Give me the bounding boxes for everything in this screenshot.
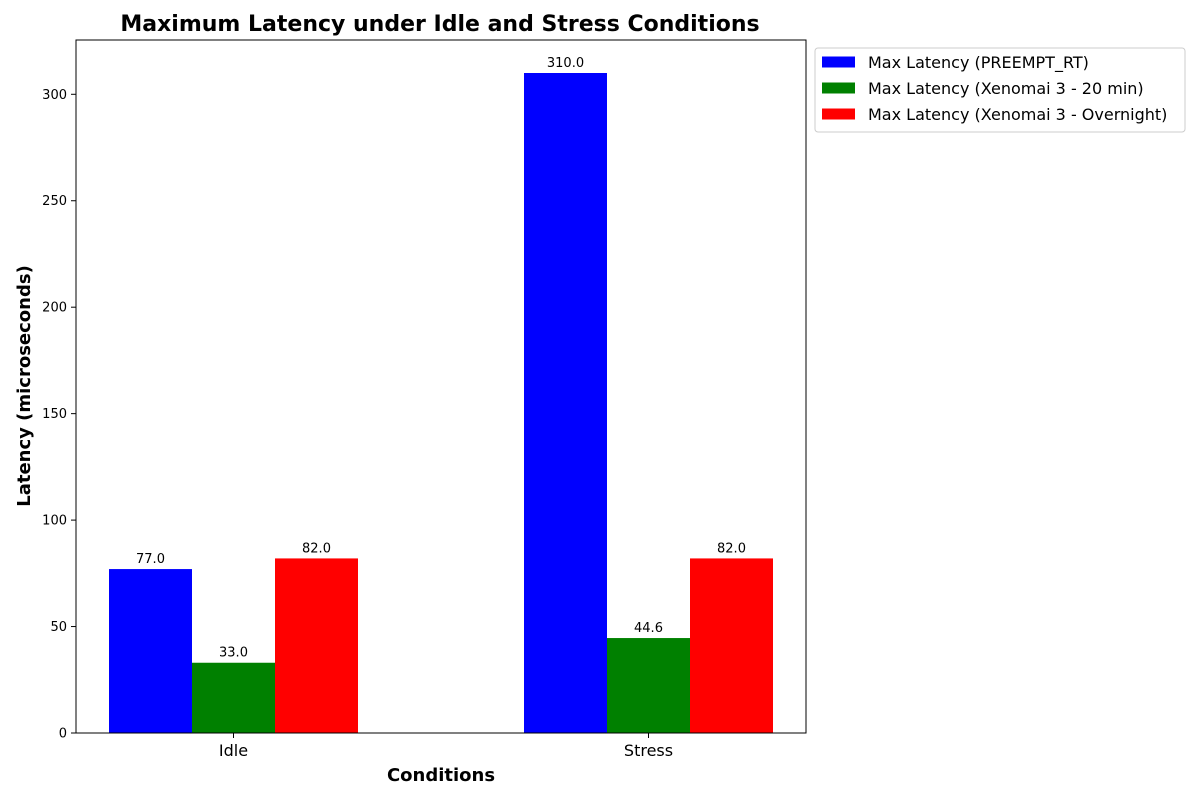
plot-area-frame bbox=[75, 39, 807, 734]
y-axis-ticks: 0 50 100 150 200 250 300 bbox=[42, 88, 76, 742]
y-axis-label: Latency (microseconds) bbox=[14, 265, 35, 507]
legend-frame bbox=[814, 47, 1186, 133]
bar-stress-series-3 bbox=[690, 558, 773, 733]
data-label-idle-series-2: 33.0 bbox=[219, 646, 248, 661]
bar-idle-series-2 bbox=[192, 662, 275, 733]
chart-title: Maximum Latency under Idle and Stress Co… bbox=[120, 12, 759, 37]
data-label-stress-series-2: 44.6 bbox=[634, 621, 663, 636]
y-tick-label: 250 bbox=[42, 194, 67, 209]
legend-swatch-series-2 bbox=[822, 82, 855, 94]
y-tick-label: 200 bbox=[42, 301, 67, 316]
y-tick-label: 150 bbox=[42, 407, 67, 422]
legend-label-series-3: Max Latency (Xenomai 3 - Overnight) bbox=[868, 105, 1167, 124]
bars-group bbox=[109, 73, 773, 733]
bar-idle-series-1 bbox=[109, 569, 192, 733]
y-tick-label: 100 bbox=[42, 514, 67, 529]
bar-stress-series-2 bbox=[607, 638, 690, 733]
legend-swatch-series-3 bbox=[822, 108, 855, 120]
legend-swatch-series-1 bbox=[822, 56, 855, 68]
x-tick-label-stress: Stress bbox=[624, 741, 673, 760]
x-axis-label: Conditions bbox=[387, 765, 495, 786]
legend-label-series-1: Max Latency (PREEMPT_RT) bbox=[868, 53, 1089, 73]
y-tick-label: 300 bbox=[42, 88, 67, 103]
data-label-idle-series-3: 82.0 bbox=[302, 541, 331, 556]
data-label-idle-series-1: 77.0 bbox=[136, 552, 165, 567]
x-axis-ticks: Idle Stress bbox=[219, 733, 673, 760]
data-labels-group: 77.0 310.0 33.0 44.6 82.0 82.0 bbox=[136, 56, 746, 661]
legend-label-series-2: Max Latency (Xenomai 3 - 20 min) bbox=[868, 79, 1144, 98]
bar-stress-series-1 bbox=[524, 73, 607, 733]
legend: Max Latency (PREEMPT_RT) Max Latency (Xen… bbox=[814, 47, 1186, 133]
bar-idle-series-3 bbox=[275, 558, 358, 733]
y-tick-label: 0 bbox=[59, 727, 67, 742]
legend-items: Max Latency (PREEMPT_RT) Max Latency (Xen… bbox=[822, 53, 1167, 124]
data-label-stress-series-1: 310.0 bbox=[547, 56, 584, 71]
data-label-stress-series-3: 82.0 bbox=[717, 541, 746, 556]
y-tick-label: 50 bbox=[50, 620, 67, 635]
x-tick-label-idle: Idle bbox=[219, 741, 248, 760]
